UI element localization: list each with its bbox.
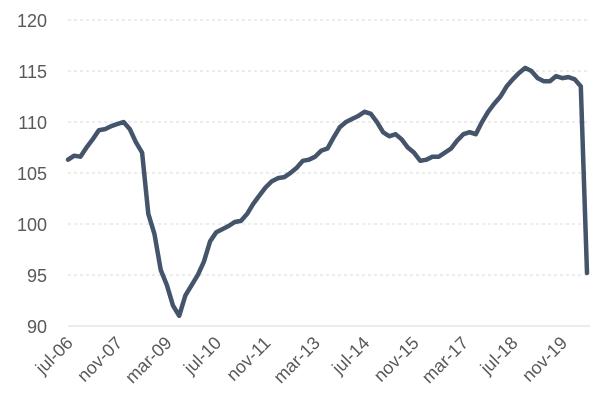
- y-tick-label: 110: [18, 113, 47, 133]
- line: [65, 65, 590, 319]
- x-tick-label: jul-06: [31, 333, 77, 379]
- x-tick-label: nov-19: [518, 333, 571, 386]
- x-tick-label: nov-15: [370, 333, 423, 386]
- x-tick-label: mar-13: [270, 333, 324, 387]
- x-tick-label: jul-14: [327, 333, 373, 379]
- x-tick-label: jul-10: [179, 333, 225, 379]
- x-tick-label: mar-09: [121, 333, 175, 387]
- y-tick-label: 105: [17, 164, 47, 184]
- x-tick-label: mar-17: [418, 333, 472, 387]
- y-tick-label: 90: [27, 317, 47, 337]
- y-tick-label: 100: [17, 215, 47, 235]
- y-tick-label: 120: [17, 11, 47, 31]
- x-tick-label: jul-18: [476, 333, 522, 379]
- x-tick-label: nov-07: [73, 333, 126, 386]
- y-tick-label: 115: [18, 62, 47, 82]
- x-tick-label: nov-11: [222, 333, 274, 385]
- y-tick-label: 95: [27, 266, 47, 286]
